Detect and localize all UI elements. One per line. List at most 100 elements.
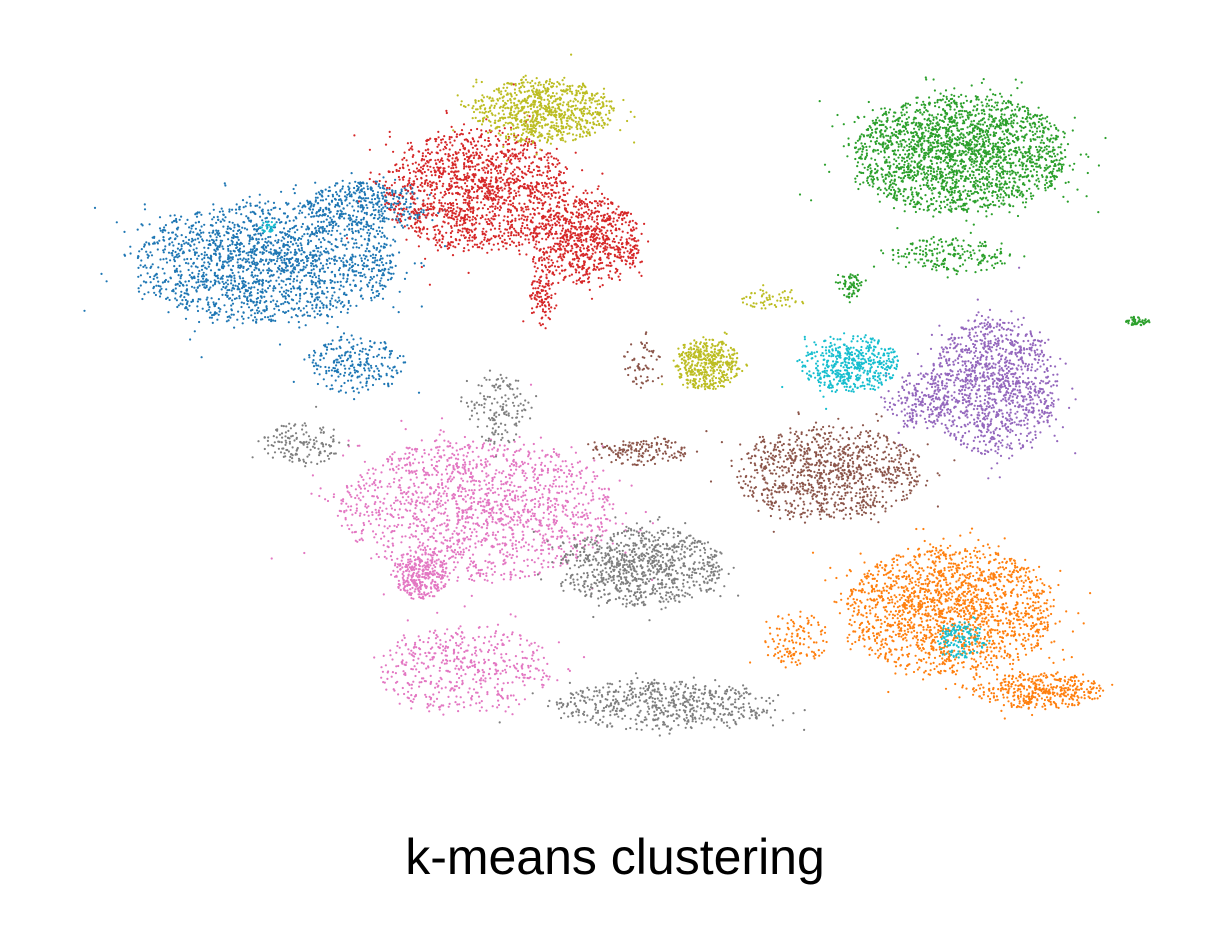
scatter-point bbox=[600, 546, 603, 549]
scatter-point bbox=[577, 516, 580, 519]
scatter-point bbox=[448, 557, 451, 560]
scatter-point bbox=[616, 707, 619, 710]
scatter-point bbox=[404, 565, 407, 568]
scatter-point bbox=[680, 557, 683, 560]
scatter-point bbox=[644, 689, 647, 693]
scatter-point bbox=[554, 478, 558, 481]
scatter-point bbox=[609, 567, 612, 570]
scatter-point bbox=[676, 586, 679, 589]
scatter-point bbox=[401, 639, 404, 642]
scatter-point bbox=[639, 584, 642, 587]
scatter-point bbox=[612, 581, 616, 585]
scatter-point bbox=[332, 495, 335, 499]
scatter-point bbox=[531, 545, 534, 548]
scatter-point bbox=[691, 541, 694, 544]
scatter-point bbox=[612, 578, 615, 581]
scatter-point bbox=[617, 715, 620, 718]
scatter-point bbox=[494, 668, 497, 671]
scatter-point bbox=[458, 703, 461, 706]
scatter-point bbox=[413, 484, 416, 487]
scatter-point bbox=[456, 522, 459, 526]
scatter-point bbox=[658, 587, 661, 590]
scatter-point bbox=[640, 537, 643, 540]
scatter-point bbox=[369, 522, 372, 526]
scatter-point bbox=[422, 548, 425, 552]
scatter-point bbox=[743, 696, 746, 700]
scatter-point bbox=[397, 693, 400, 696]
scatter-point bbox=[493, 476, 496, 479]
scatter-point bbox=[322, 431, 325, 434]
scatter-point bbox=[417, 496, 420, 499]
scatter-point bbox=[464, 490, 467, 493]
scatter-point bbox=[432, 536, 435, 540]
scatter-point bbox=[500, 639, 503, 642]
scatter-point bbox=[585, 512, 588, 515]
scatter-point bbox=[548, 699, 551, 703]
scatter-point bbox=[471, 664, 474, 668]
scatter-point bbox=[441, 486, 444, 490]
scatter-point bbox=[434, 581, 437, 584]
scatter-point bbox=[573, 564, 576, 567]
scatter-point bbox=[432, 500, 435, 503]
scatter-point bbox=[615, 566, 618, 569]
scatter-point bbox=[521, 463, 525, 466]
scatter-point bbox=[669, 558, 672, 561]
scatter-point bbox=[496, 378, 500, 381]
scatter-point bbox=[511, 544, 514, 547]
scatter-point bbox=[510, 462, 513, 466]
scatter-point bbox=[622, 582, 625, 585]
scatter-point bbox=[734, 722, 737, 725]
scatter-point bbox=[298, 212, 301, 215]
scatter-point bbox=[457, 495, 461, 498]
scatter-point bbox=[400, 419, 403, 422]
scatter-point bbox=[718, 685, 721, 688]
scatter-point bbox=[302, 460, 306, 463]
scatter-point bbox=[407, 648, 410, 651]
scatter-point bbox=[634, 718, 637, 721]
scatter-point bbox=[418, 541, 421, 544]
scatter-point bbox=[582, 572, 586, 575]
scatter-point bbox=[539, 519, 542, 522]
scatter-point bbox=[488, 502, 491, 505]
scatter-point bbox=[442, 449, 445, 452]
scatter-point bbox=[601, 556, 604, 559]
scatter-point bbox=[630, 590, 633, 593]
scatter-point bbox=[688, 710, 692, 713]
scatter-point bbox=[459, 660, 462, 663]
scatter-point bbox=[581, 515, 584, 519]
scatter-point bbox=[461, 637, 464, 640]
scatter-point bbox=[579, 689, 582, 693]
scatter-point bbox=[627, 694, 630, 697]
scatter-point bbox=[368, 281, 371, 284]
scatter-point bbox=[523, 698, 527, 701]
scatter-point bbox=[600, 521, 603, 524]
scatter-point bbox=[586, 536, 589, 539]
scatter-point bbox=[584, 544, 587, 547]
scatter-point bbox=[677, 698, 680, 701]
scatter-point bbox=[297, 320, 300, 324]
scatter-point bbox=[388, 482, 391, 485]
scatter-point bbox=[691, 713, 695, 717]
scatter-point bbox=[748, 717, 751, 720]
scatter-point bbox=[591, 698, 594, 701]
scatter-point bbox=[415, 518, 418, 521]
scatter-point bbox=[672, 551, 676, 554]
scatter-point bbox=[164, 224, 167, 227]
scatter-point bbox=[704, 577, 708, 580]
scatter-point bbox=[493, 686, 496, 689]
scatter-point bbox=[468, 475, 471, 479]
scatter-point bbox=[683, 690, 687, 693]
scatter-point bbox=[403, 581, 406, 584]
scatter-point bbox=[328, 230, 331, 233]
scatter-point bbox=[580, 576, 583, 579]
scatter-point bbox=[340, 502, 343, 505]
scatter-point bbox=[523, 673, 527, 676]
scatter-point bbox=[641, 539, 644, 542]
scatter-point bbox=[345, 502, 348, 505]
scatter-point bbox=[426, 527, 429, 530]
scatter-point bbox=[625, 696, 629, 699]
scatter-point bbox=[429, 564, 432, 567]
scatter-point bbox=[351, 513, 354, 516]
scatter-point bbox=[426, 572, 429, 575]
scatter-point bbox=[494, 630, 498, 633]
